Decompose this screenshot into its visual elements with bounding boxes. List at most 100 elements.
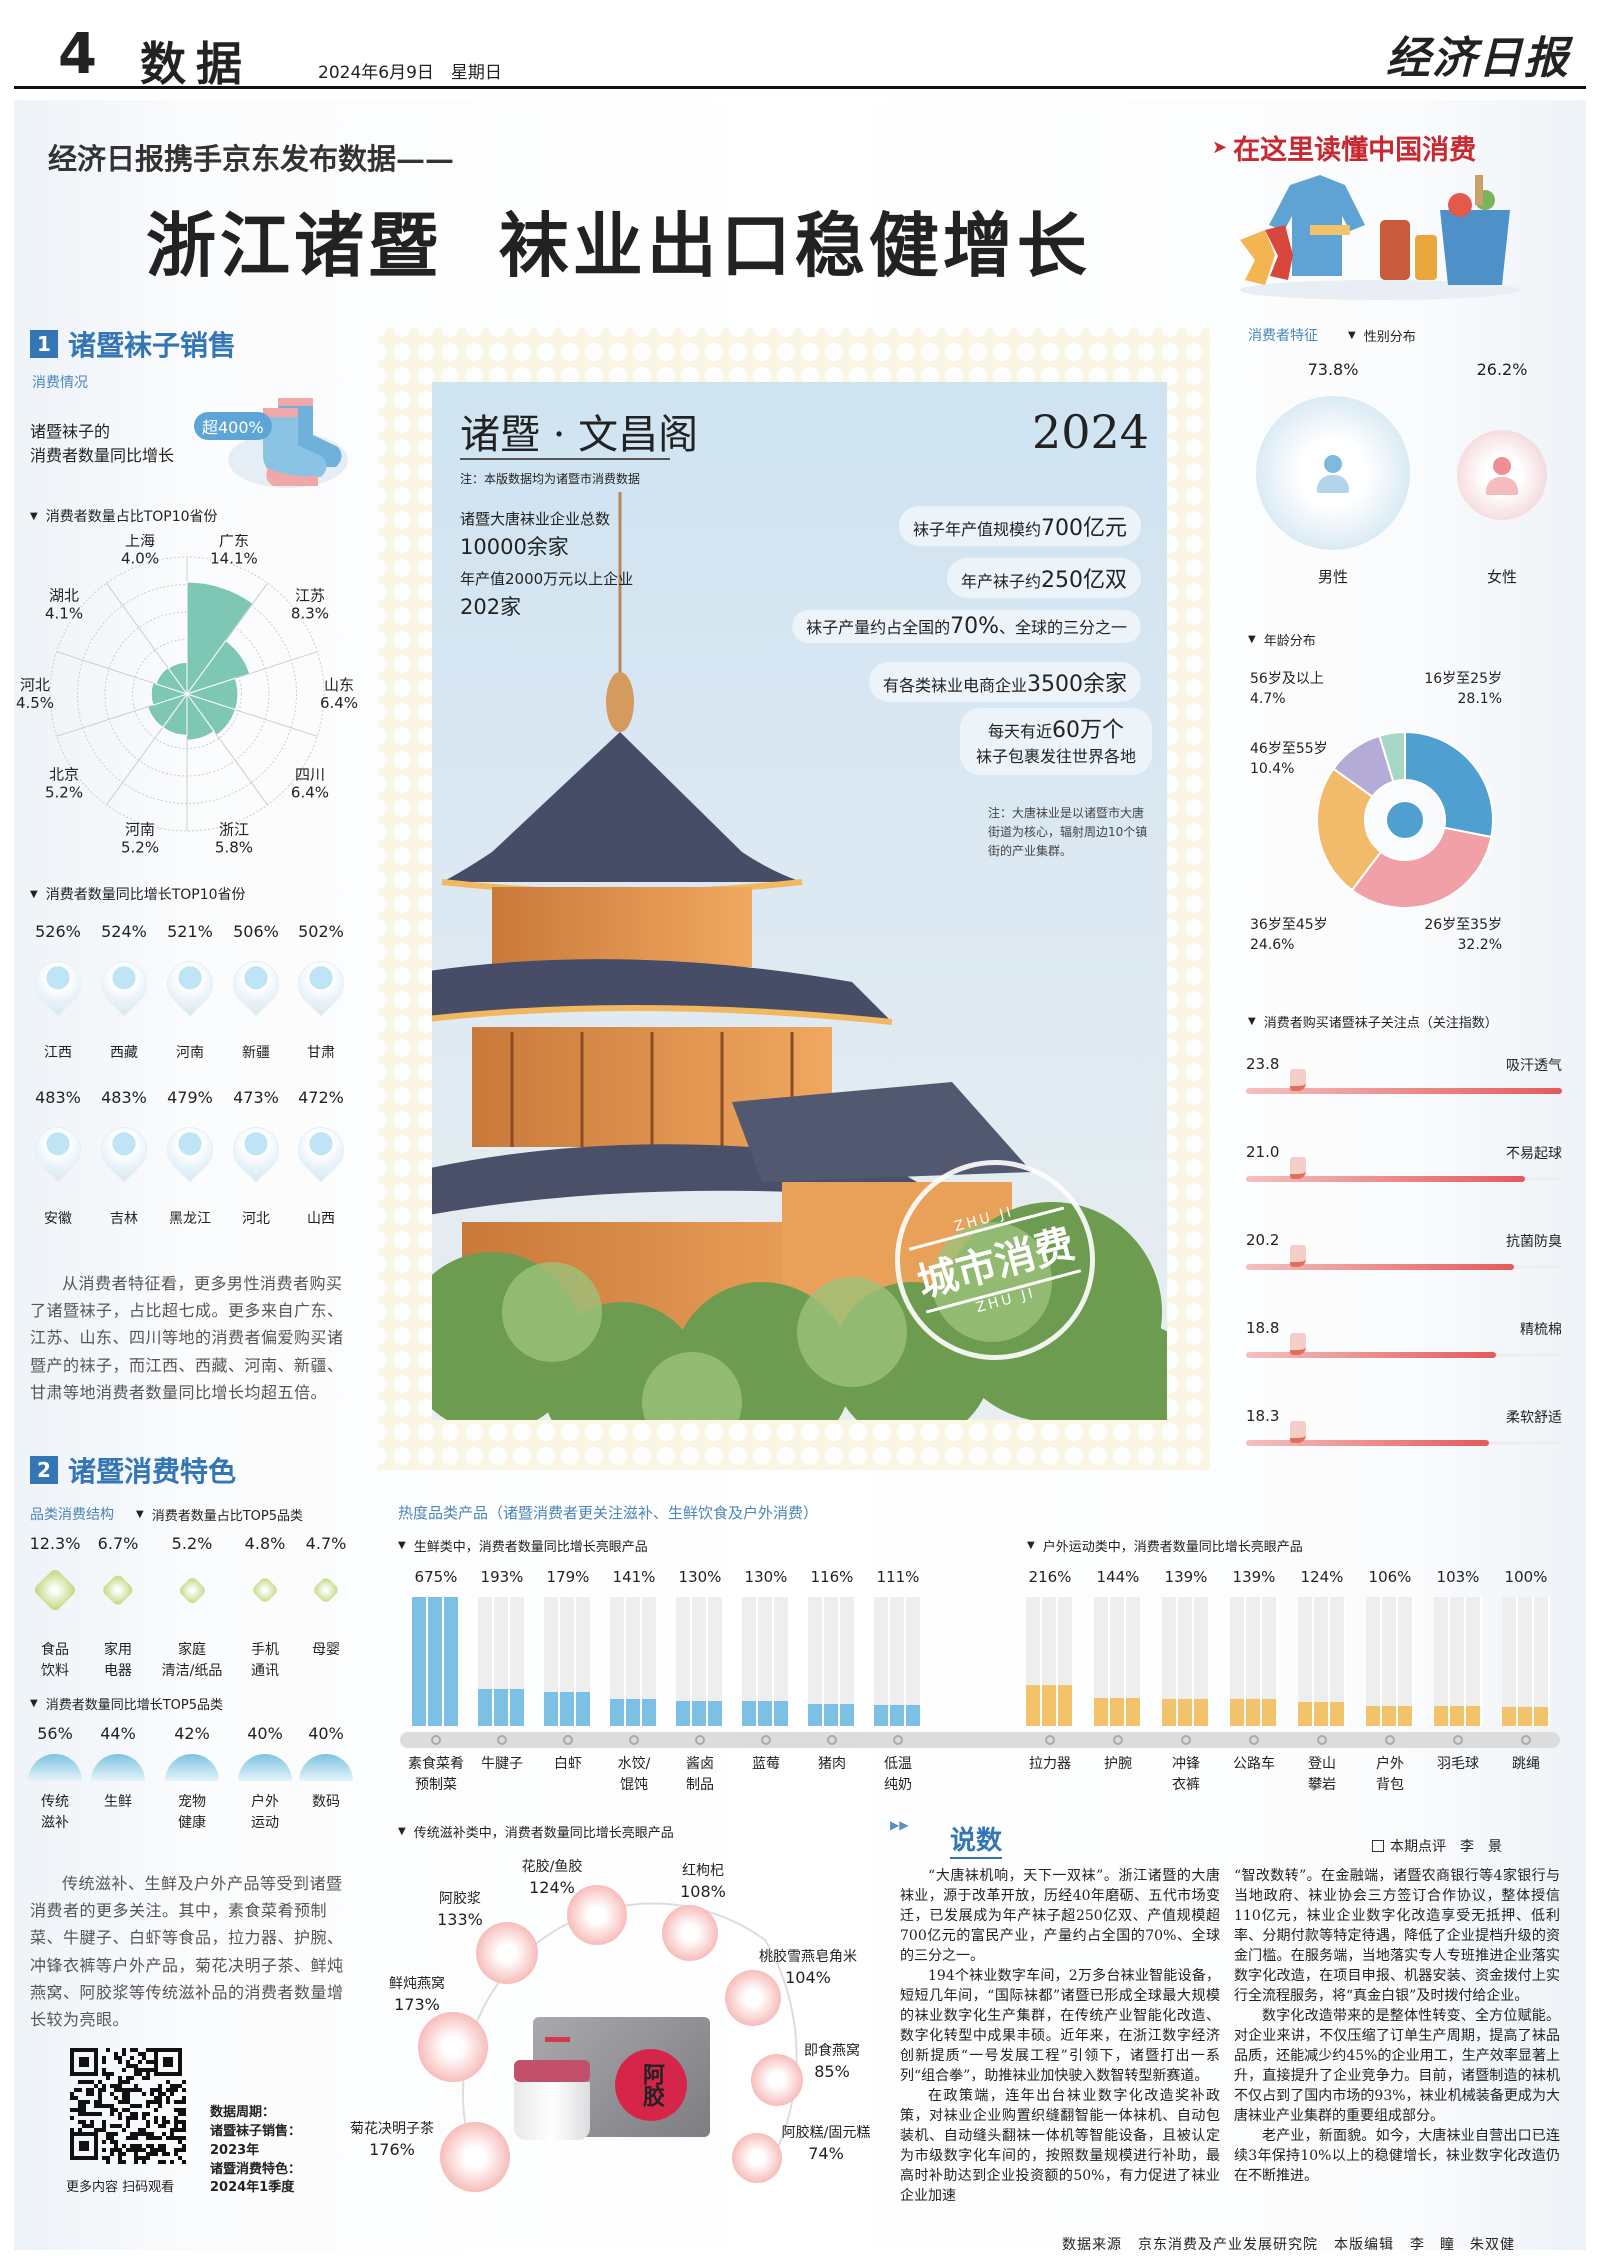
qr-module <box>90 2080 94 2084</box>
bar-fill <box>1298 1702 1346 1726</box>
hot-title: 热度品类产品（诸暨消费者更关注滋补、生鲜饮食及户外消费） <box>398 1504 819 1522</box>
qr-module <box>78 2108 82 2112</box>
bar-value: 139% <box>1232 1568 1276 1586</box>
play-icon: ▶▶ <box>890 1818 909 1832</box>
qr-module <box>146 2124 150 2128</box>
label-line: 运动 <box>251 1815 279 1831</box>
age-label: 46岁至55岁 10.4% <box>1250 740 1340 779</box>
label-line: 健康 <box>178 1815 206 1831</box>
article-paragraph: “智改数转”。在金融端，诸暨农商银行等4家银行与当地政府、袜业协会三方签订合作协… <box>1234 1868 1560 2004</box>
qr-module <box>114 2124 118 2128</box>
qr-module <box>118 2156 122 2160</box>
triangle-icon <box>1248 1016 1256 1027</box>
qr-module <box>118 2124 122 2128</box>
category-label: 母婴 <box>312 1640 340 1661</box>
tonic-heading: 传统滋补类中，消费者数量同比增长亮眼产品 <box>398 1822 674 1841</box>
qr-module <box>170 2160 174 2164</box>
category-label: 户外 运动 <box>251 1792 279 1834</box>
date: 2024年6月9日 <box>318 63 434 83</box>
qr-module <box>158 2096 162 2100</box>
qr-module <box>146 2156 150 2160</box>
growth-value: 56% <box>37 1724 73 1743</box>
focus-bar <box>1246 1264 1515 1270</box>
qr-module <box>98 2080 102 2084</box>
rose-label-name: 广东 <box>219 534 249 549</box>
qr-module <box>102 2088 106 2092</box>
bar-label: 登山 攀岩 <box>1308 1754 1336 1796</box>
rose-wedge <box>167 661 188 696</box>
qr-code[interactable] <box>70 2048 188 2166</box>
age-title: 年龄分布 <box>1263 634 1316 649</box>
bar-track <box>874 1597 922 1726</box>
editors: 李 瞳 朱双健 <box>1410 2237 1515 2253</box>
growth-value: 479% <box>167 1088 213 1107</box>
qr-module <box>106 2132 110 2136</box>
qr-module <box>114 2084 118 2088</box>
bar-node <box>629 1735 639 1745</box>
bar-value: 103% <box>1436 1568 1480 1586</box>
qr-module <box>174 2108 178 2112</box>
age-segment <box>1316 767 1383 892</box>
qr-module <box>134 2144 138 2148</box>
qr-module <box>178 2112 182 2116</box>
rose-label-value: 5.2% <box>45 783 83 801</box>
tonic-label: 菊花决明子茶 176% <box>350 2120 434 2160</box>
triangle-icon <box>1248 634 1256 645</box>
rose-label-value: 4.1% <box>45 605 83 623</box>
bar-value: 144% <box>1096 1568 1140 1586</box>
editor-label: 本版编辑 <box>1334 2237 1394 2253</box>
tonic-name: 阿胶浆 <box>439 1891 481 1907</box>
bar-fill <box>1094 1698 1142 1726</box>
triangle-icon <box>30 889 38 900</box>
qr-module <box>158 2160 162 2164</box>
article-paragraph: “大唐袜机响，天下一双袜”。浙江诸暨的大唐袜业，源于改革开放，历经40年磨砺、五… <box>900 1868 1220 1964</box>
bar-fill <box>1434 1706 1482 1726</box>
fact-number: 70% <box>950 614 999 639</box>
qr-module <box>134 2132 138 2136</box>
qr-module <box>126 2100 130 2104</box>
issue-date: 2024年6月9日 星期日 <box>318 58 502 83</box>
triangle-icon <box>398 1540 406 1551</box>
province-share-rose-chart: 广东14.1%江苏8.3%山东6.4%四川6.4%浙江5.8%河南5.2%北京5… <box>16 534 358 857</box>
bar-baseline <box>400 1732 1560 1748</box>
category-heading: 品类消费结构 消费者数量占比TOP5品类 <box>30 1504 303 1524</box>
section2-paragraph: 传统滋补、生鲜及户外产品等受到诸暨消费者的更多关注。其中，素食菜肴预制菜、牛腱子… <box>30 1874 344 2029</box>
section-name: 数据 <box>140 37 252 91</box>
triangle-icon <box>136 1509 144 1520</box>
qr-module <box>178 2140 182 2144</box>
qr-module <box>102 2120 106 2124</box>
bar-track <box>1366 1597 1414 1726</box>
label-line: 电器 <box>104 1663 132 1679</box>
tonic-name: 阿胶糕/固元糕 <box>781 2125 871 2141</box>
qr-module <box>146 2060 150 2064</box>
bar-label: 户外 背包 <box>1376 1754 1404 1796</box>
tonic-label: 即食燕窝 85% <box>804 2042 860 2082</box>
qr-module <box>170 2088 174 2092</box>
age-label: 36岁至45岁 24.6% <box>1250 916 1340 955</box>
qr-module <box>142 2148 146 2152</box>
qr-module <box>90 2124 94 2128</box>
qr-module <box>182 2128 186 2132</box>
label-line: 牛腱子 <box>481 1756 523 1772</box>
qr-module <box>134 2156 138 2160</box>
headline-title: 浙江诸暨 袜业出口稳健增长 <box>146 205 1091 287</box>
bar-node <box>1317 1735 1327 1745</box>
qr-module <box>134 2148 138 2152</box>
province-growth-heading: 消费者数量同比增长TOP10省份 <box>30 884 246 904</box>
qr-module <box>154 2088 158 2092</box>
qr-module <box>122 2144 126 2148</box>
share-value: 12.3% <box>29 1534 81 1553</box>
qr-module <box>130 2132 134 2136</box>
label-line: 素食菜肴 <box>408 1756 464 1772</box>
tonic-value: 85% <box>814 2061 850 2081</box>
qr-module <box>174 2124 178 2128</box>
qr-module <box>154 2116 158 2120</box>
qr-module <box>110 2112 114 2116</box>
bar-value: 106% <box>1368 1568 1412 1586</box>
label-line: 拉力器 <box>1029 1756 1071 1772</box>
label-line: 滋补 <box>41 1815 69 1831</box>
qr-module <box>78 2120 82 2124</box>
age-value: 10.4% <box>1250 760 1295 777</box>
sock-icon <box>1290 1333 1306 1355</box>
qr-module <box>106 2136 110 2140</box>
